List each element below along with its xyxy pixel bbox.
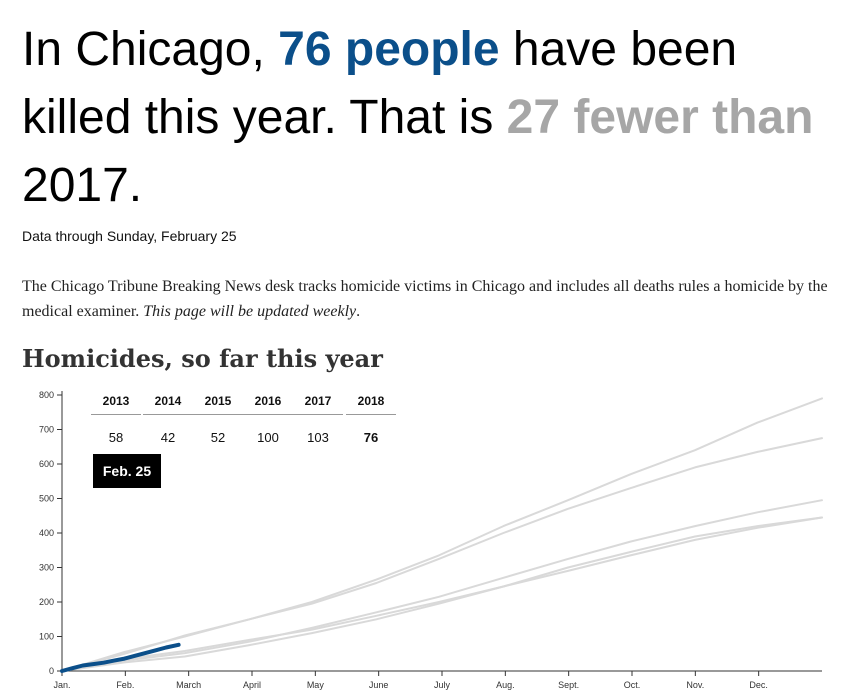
intro-paragraph: The Chicago Tribune Breaking News desk t…	[22, 274, 832, 324]
y-tick-label: 100	[39, 632, 54, 642]
x-tick-label: Feb.	[116, 680, 134, 690]
y-tick-label: 600	[39, 459, 54, 469]
year-total: 58	[108, 430, 124, 445]
x-tick-label: Nov.	[686, 680, 704, 690]
headline-middle: have been killed this year. That is	[22, 23, 738, 144]
year-total: 76	[363, 430, 379, 445]
y-tick-label: 400	[39, 528, 54, 538]
y-tick-label: 300	[39, 563, 54, 573]
year-column-2013: 2013 58	[91, 392, 141, 445]
year-column-2017: 2017 103	[293, 392, 343, 445]
headline-count: 76 people	[278, 23, 500, 76]
headline-suffix: 2017.	[22, 159, 143, 212]
year-label: 2018	[346, 392, 396, 415]
year-label: 2014	[143, 392, 193, 415]
series-line-2013	[61, 516, 823, 672]
y-tick-label: 0	[49, 666, 54, 676]
x-tick-label: March	[176, 680, 201, 690]
year-total: 42	[160, 430, 176, 445]
x-tick-label: July	[434, 680, 451, 690]
headline-comparison: 27 fewer than	[506, 91, 814, 144]
year-total: 52	[210, 430, 226, 445]
x-tick-label: Oct.	[624, 680, 641, 690]
y-tick-label: 700	[39, 425, 54, 435]
intro-end: .	[356, 303, 361, 320]
intro-italic: This page will be updated weekly	[143, 303, 357, 320]
x-tick-label: Aug.	[496, 680, 515, 690]
x-tick-label: April	[243, 680, 261, 690]
x-tick-label: Jan.	[53, 680, 70, 690]
series-line-2014	[61, 516, 823, 672]
year-label: 2015	[193, 392, 243, 415]
year-column-2016: 2016 100	[243, 392, 293, 445]
x-tick-label: Sept.	[558, 680, 579, 690]
chart-title: Homicides, so far this year	[22, 344, 383, 373]
headline: In Chicago, 76 people have been killed t…	[22, 16, 832, 220]
year-column-2018: 2018 76	[346, 392, 396, 445]
y-tick-label: 800	[39, 390, 54, 400]
year-total: 103	[307, 430, 329, 445]
year-column-2015: 2015 52	[193, 392, 243, 445]
x-tick-label: Dec.	[749, 680, 768, 690]
year-label: 2013	[91, 392, 141, 415]
x-tick-label: May	[307, 680, 325, 690]
intro-text: The Chicago Tribune Breaking News desk t…	[22, 278, 828, 320]
dateline: Data through Sunday, February 25	[22, 228, 237, 244]
year-label: 2016	[243, 392, 293, 415]
series-line-2018	[60, 642, 181, 673]
headline-prefix: In Chicago,	[22, 23, 279, 76]
year-label: 2017	[293, 392, 343, 415]
series-line-2015	[61, 499, 823, 672]
series-line-2017	[61, 437, 823, 672]
y-tick-label: 500	[39, 494, 54, 504]
year-total: 100	[257, 430, 279, 445]
y-tick-label: 200	[39, 597, 54, 607]
x-tick-label: June	[369, 680, 389, 690]
homicides-chart: 0 100 200 300 400 500 600 700 800 Jan. Feb. March Ap…	[39, 390, 823, 690]
year-column-2014: 2014 42	[143, 392, 193, 445]
date-badge: Feb. 25	[93, 454, 161, 488]
